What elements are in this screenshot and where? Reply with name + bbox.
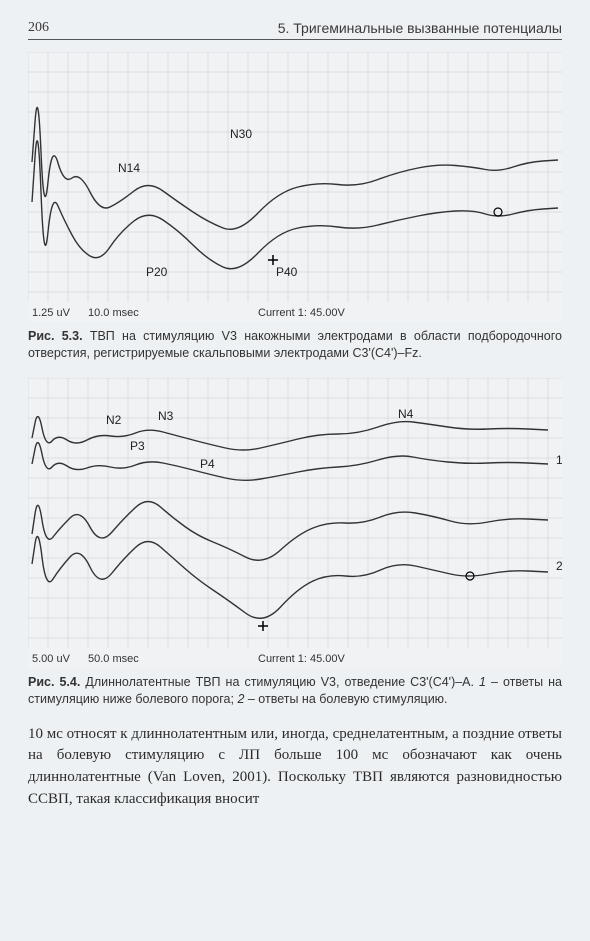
fig2-scale-h: 50.0 msec (88, 653, 139, 665)
svg-text:N4: N4 (398, 407, 414, 421)
fig2-scale-v: 5.00 uV (32, 653, 71, 665)
fig2-cap-m2: – ответы на болевую стимуляцию. (244, 692, 447, 706)
body-paragraph: 10 мс относят к длиннолатентным или, ино… (28, 724, 562, 811)
fig2-cap-i1: 1 (479, 675, 486, 689)
page-number: 206 (28, 20, 49, 36)
fig1-current: Current 1: 45.00V (258, 307, 345, 319)
fig2-current: Current 1: 45.00V (258, 653, 345, 665)
page: 206 5. Тригеминальные вызванные потенциа… (0, 0, 590, 941)
figure-5-3: N14 N30 P20 P40 1.25 uV 10.0 msec Current 1… (28, 52, 562, 362)
chapter-title: 5. Тригеминальные вызванные потенциалы (278, 20, 562, 36)
page-header: 206 5. Тригеминальные вызванные потенциа… (28, 20, 562, 40)
svg-text:P40: P40 (276, 265, 298, 279)
svg-text:N14: N14 (118, 161, 140, 175)
figure-5-4: N2 N3 P3 P4 N4 1 2 5.00 uV 50.0 msec Current 1… (28, 378, 562, 708)
svg-text:P20: P20 (146, 265, 168, 279)
fig1-scale-h: 10.0 msec (88, 307, 139, 319)
fig1-caption: Рис. 5.3. ТВП на стимуляцию V3 накожными… (28, 328, 562, 362)
fig2-cap-pre: Длиннолатентные ТВП на стимуляцию V3, от… (85, 675, 479, 689)
svg-text:2: 2 (556, 559, 562, 573)
svg-text:P3: P3 (130, 439, 145, 453)
fig2-caption-label: Рис. 5.4. (28, 675, 80, 689)
fig2-caption: Рис. 5.4. Длиннолатентные ТВП на стимуля… (28, 674, 562, 708)
chart-5-4: N2 N3 P3 P4 N4 1 2 5.00 uV 50.0 msec Current 1… (28, 378, 562, 668)
svg-text:1: 1 (556, 453, 562, 467)
fig1-caption-text: ТВП на стимуляцию V3 накожными электрода… (28, 329, 562, 360)
chart-5-3: N14 N30 P20 P40 1.25 uV 10.0 msec Current 1… (28, 52, 562, 322)
svg-text:N3: N3 (158, 409, 174, 423)
svg-text:N2: N2 (106, 413, 122, 427)
fig1-scale-v: 1.25 uV (32, 307, 71, 319)
svg-text:N30: N30 (230, 127, 252, 141)
fig1-caption-label: Рис. 5.3. (28, 329, 83, 343)
svg-text:P4: P4 (200, 457, 215, 471)
